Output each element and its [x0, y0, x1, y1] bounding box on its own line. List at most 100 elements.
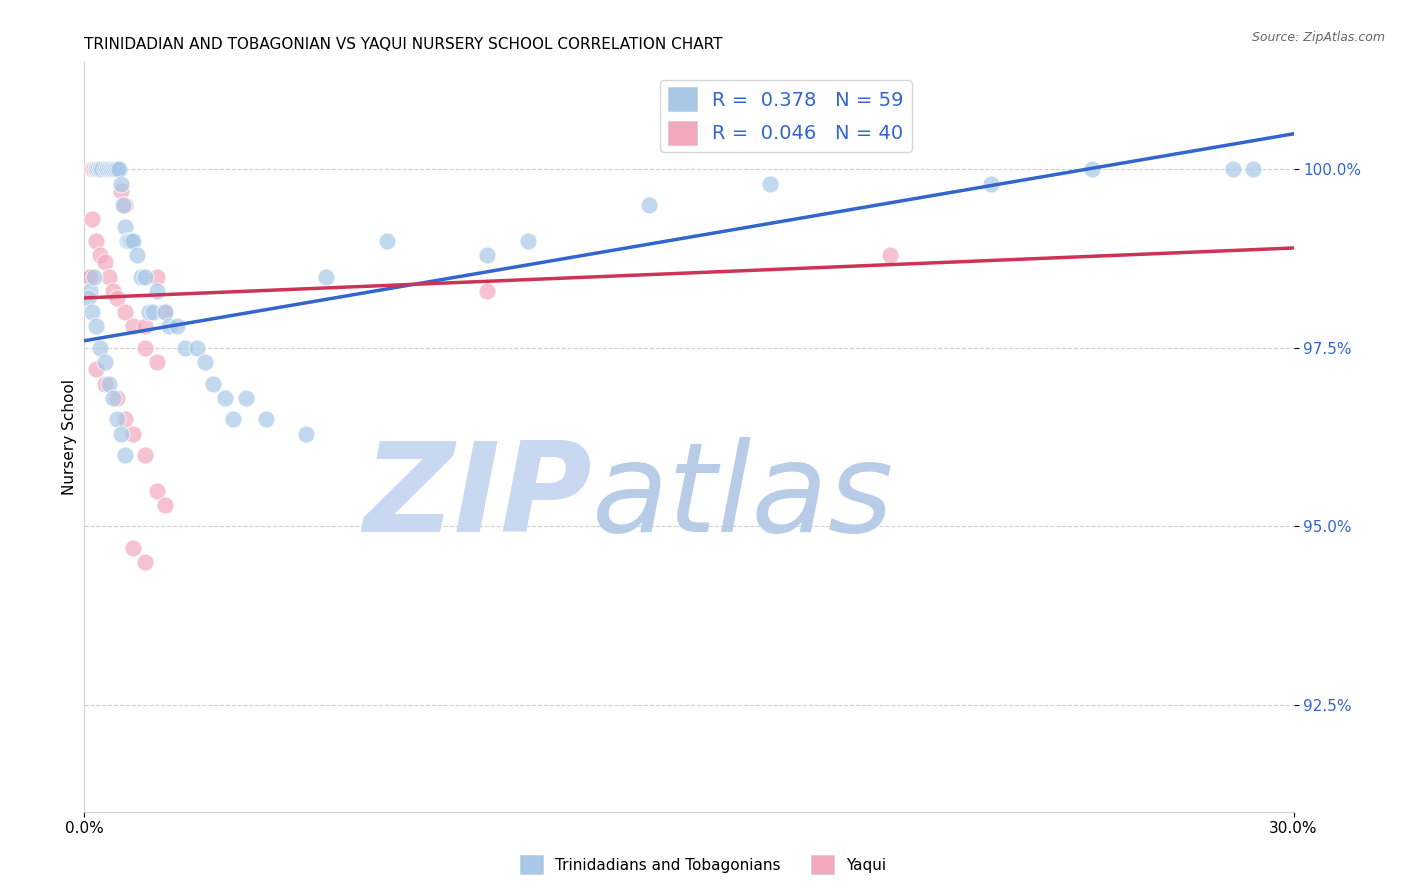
- Point: [93, 162, 115, 177]
- Point: [121, 319, 143, 334]
- Point: [97, 162, 120, 177]
- Point: [134, 269, 156, 284]
- Point: [202, 376, 225, 391]
- Text: ZIP: ZIP: [364, 436, 592, 558]
- Point: [637, 198, 659, 212]
- Point: [105, 291, 128, 305]
- Point: [194, 355, 217, 369]
- Point: [83, 269, 105, 284]
- Point: [153, 305, 176, 319]
- Point: [93, 162, 115, 177]
- Point: [86, 162, 108, 177]
- Point: [93, 376, 115, 391]
- Point: [134, 448, 156, 462]
- Point: [146, 355, 169, 369]
- Point: [97, 269, 120, 284]
- Point: [87, 162, 110, 177]
- Point: [93, 255, 115, 269]
- Point: [758, 177, 780, 191]
- Point: [153, 305, 176, 319]
- Point: [86, 162, 108, 177]
- Point: [114, 305, 136, 319]
- Point: [1081, 162, 1104, 177]
- Point: [1241, 162, 1264, 177]
- Point: [97, 376, 120, 391]
- Point: [89, 162, 111, 177]
- Point: [186, 341, 208, 355]
- Point: [146, 284, 169, 298]
- Text: atlas: atlas: [592, 436, 894, 558]
- Point: [91, 162, 114, 177]
- Point: [138, 305, 160, 319]
- Point: [96, 162, 118, 177]
- Point: [129, 269, 152, 284]
- Point: [105, 162, 128, 177]
- Point: [105, 162, 128, 177]
- Legend: Trinidadians and Tobagonians, Yaqui: Trinidadians and Tobagonians, Yaqui: [513, 849, 893, 880]
- Point: [121, 541, 143, 555]
- Point: [146, 269, 169, 284]
- Point: [174, 341, 197, 355]
- Point: [101, 284, 124, 298]
- Point: [86, 362, 108, 376]
- Point: [110, 177, 132, 191]
- Point: [79, 269, 101, 284]
- Point: [104, 162, 127, 177]
- Point: [153, 498, 176, 512]
- Point: [142, 305, 165, 319]
- Point: [157, 319, 180, 334]
- Y-axis label: Nursery School: Nursery School: [62, 379, 77, 495]
- Point: [93, 355, 115, 369]
- Text: TRINIDADIAN AND TOBAGONIAN VS YAQUI NURSERY SCHOOL CORRELATION CHART: TRINIDADIAN AND TOBAGONIAN VS YAQUI NURS…: [84, 37, 723, 52]
- Point: [96, 162, 118, 177]
- Point: [82, 162, 104, 177]
- Point: [235, 391, 257, 405]
- Point: [134, 555, 156, 569]
- Point: [375, 234, 398, 248]
- Point: [83, 162, 105, 177]
- Point: [87, 162, 110, 177]
- Point: [110, 426, 132, 441]
- Point: [100, 162, 122, 177]
- Point: [86, 234, 108, 248]
- Point: [82, 305, 104, 319]
- Point: [86, 319, 108, 334]
- Point: [477, 284, 499, 298]
- Point: [110, 184, 132, 198]
- Point: [114, 412, 136, 426]
- Point: [101, 162, 124, 177]
- Point: [879, 248, 901, 262]
- Point: [222, 412, 245, 426]
- Point: [121, 426, 143, 441]
- Point: [134, 341, 156, 355]
- Legend: R =  0.378   N = 59, R =  0.046   N = 40: R = 0.378 N = 59, R = 0.046 N = 40: [659, 79, 911, 153]
- Point: [125, 248, 148, 262]
- Point: [107, 162, 129, 177]
- Point: [97, 162, 120, 177]
- Point: [79, 284, 101, 298]
- Point: [114, 448, 136, 462]
- Point: [114, 219, 136, 234]
- Point: [111, 198, 134, 212]
- Point: [89, 248, 111, 262]
- Point: [101, 162, 124, 177]
- Point: [82, 212, 104, 227]
- Point: [105, 412, 128, 426]
- Point: [1222, 162, 1244, 177]
- Point: [114, 198, 136, 212]
- Point: [101, 391, 124, 405]
- Point: [105, 391, 128, 405]
- Point: [89, 162, 111, 177]
- Point: [214, 391, 236, 405]
- Point: [77, 269, 100, 284]
- Point: [77, 291, 100, 305]
- Text: Source: ZipAtlas.com: Source: ZipAtlas.com: [1251, 31, 1385, 45]
- Point: [89, 341, 111, 355]
- Point: [254, 412, 277, 426]
- Point: [315, 269, 337, 284]
- Point: [166, 319, 188, 334]
- Point: [134, 319, 156, 334]
- Point: [477, 248, 499, 262]
- Point: [120, 234, 142, 248]
- Point: [295, 426, 318, 441]
